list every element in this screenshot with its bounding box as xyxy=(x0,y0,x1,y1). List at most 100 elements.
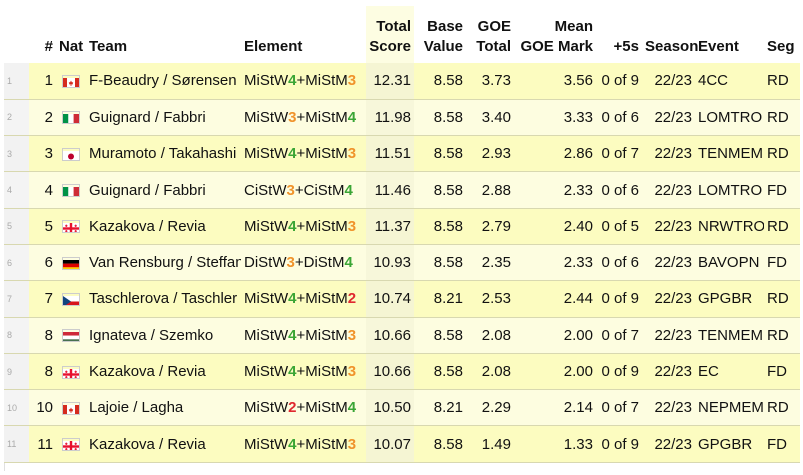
total-header-line2: Score xyxy=(369,38,411,55)
element-plus: + xyxy=(296,108,306,126)
nat-cell xyxy=(56,171,86,209)
row-index: 4 xyxy=(4,171,29,209)
season-cell: 22/23 xyxy=(642,244,695,282)
table-row[interactable]: 6 6 Van Rensburg / Steffan DiStW3+DiStM4 10.… xyxy=(4,244,800,282)
total-score-cell: 10.66 xyxy=(366,353,414,391)
rank-header[interactable]: # xyxy=(44,38,53,55)
base-value-header[interactable]: Base Value xyxy=(414,6,466,63)
event-cell: BAVOPN xyxy=(695,244,764,282)
mean-goe-cell: 2.00 xyxy=(514,317,596,354)
ita-flag-icon xyxy=(62,184,80,198)
table-row[interactable]: 8 8 Ignateva / Szemko MiStW4+MiStM3 10.66 8.5… xyxy=(4,317,800,354)
event-cell: GPGBR xyxy=(695,280,764,318)
total-score-header[interactable]: Total Score xyxy=(366,6,414,63)
element-cell: MiStW4+MiStM3 xyxy=(241,63,366,100)
plus5-cell: 0 of 9 xyxy=(596,353,642,391)
nat-cell xyxy=(56,389,86,427)
table-row[interactable]: 1 1 F-Beaudry / Sørensen MiStW4+MiStM3 12.31… xyxy=(4,63,800,100)
element-cell: DiStW3+DiStM4 xyxy=(241,244,366,282)
table-row[interactable]: 2 2 Guignard / Fabbri MiStW3+MiStM4 11.98 8.5… xyxy=(4,99,800,137)
event-header[interactable]: Event xyxy=(698,38,739,55)
rank-cell: 11 xyxy=(29,425,56,463)
element-level-1: 2 xyxy=(288,399,297,417)
element-level-1: 4 xyxy=(288,363,297,381)
element-header[interactable]: Element xyxy=(244,38,303,55)
goe-total-cell: 2.88 xyxy=(466,171,514,209)
seg-header[interactable]: Seg xyxy=(767,38,795,55)
row-index: 2 xyxy=(4,99,29,137)
nat-cell xyxy=(56,353,86,391)
element-cell: CiStW3+CiStM4 xyxy=(241,171,366,209)
element-part-1: MiStW xyxy=(244,217,289,235)
element-part-1: MiStW xyxy=(244,108,289,126)
mean-goe-cell: 2.44 xyxy=(514,280,596,318)
row-index: 8 xyxy=(4,317,29,354)
element-level-2: 4 xyxy=(344,254,353,272)
element-cell: MiStW4+MiStM3 xyxy=(241,208,366,245)
row-index: 1 xyxy=(4,63,29,100)
team-cell: Taschlerova / Taschler xyxy=(86,280,241,318)
plus5-header[interactable]: +5s xyxy=(613,38,639,55)
element-part-2: MiStM xyxy=(305,435,348,453)
mean-header-line2: GOE Mark xyxy=(520,38,593,55)
element-level-2: 4 xyxy=(344,181,353,199)
element-part-2: CiStM xyxy=(303,181,345,199)
nat-cell xyxy=(56,99,86,137)
row-index: 5 xyxy=(4,208,29,245)
element-part-2: MiStM xyxy=(305,399,348,417)
event-cell: LOMTRO xyxy=(695,171,764,209)
seg-cell: RD xyxy=(764,389,800,427)
element-level-1: 4 xyxy=(288,72,297,90)
element-level-2: 3 xyxy=(347,145,357,163)
table-row[interactable]: 7 7 Taschlerova / Taschler MiStW4+MiStM2 10.… xyxy=(4,280,800,318)
goe-total-header[interactable]: GOE Total xyxy=(466,6,514,63)
season-cell: 22/23 xyxy=(642,171,695,209)
table-row[interactable]: 4 4 Guignard / Fabbri CiStW3+CiStM4 11.46 8.5… xyxy=(4,171,800,209)
nat-cell xyxy=(56,317,86,354)
geo-flag-icon xyxy=(62,365,80,379)
element-level-1: 4 xyxy=(288,217,297,235)
results-table: # Nat Team Element Total Score Base Value … xyxy=(4,6,800,463)
jpn-flag-icon xyxy=(62,147,80,161)
mean-goe-cell: 2.00 xyxy=(514,353,596,391)
element-part-2: MiStM xyxy=(305,363,348,381)
total-score-cell: 10.66 xyxy=(366,317,414,354)
element-plus: + xyxy=(296,326,306,344)
table-row[interactable]: 10 10 Lajoie / Lagha MiStW2+MiStM4 10.50 8.21… xyxy=(4,389,800,427)
base-value-cell: 8.21 xyxy=(414,389,466,427)
element-plus: + xyxy=(296,217,306,235)
table-row[interactable]: 3 3 Muramoto / Takahashi MiStW4+MiStM3 11.51… xyxy=(4,135,800,173)
nat-cell xyxy=(56,208,86,245)
team-cell: Guignard / Fabbri xyxy=(86,171,241,209)
table-row[interactable]: 5 5 Kazakova / Revia MiStW4+MiStM3 11.37 8.58… xyxy=(4,208,800,245)
element-cell: MiStW4+MiStM3 xyxy=(241,425,366,463)
mean-header-line1: Mean xyxy=(554,18,593,35)
element-cell: MiStW4+MiStM3 xyxy=(241,135,366,173)
rank-cell: 4 xyxy=(29,171,56,209)
season-cell: 22/23 xyxy=(642,99,695,137)
goe-total-cell: 2.53 xyxy=(466,280,514,318)
element-level-1: 4 xyxy=(288,145,297,163)
base-header-line1: Base xyxy=(427,18,463,35)
table-row[interactable]: 11 11 Kazakova / Revia MiStW4+MiStM3 10.07 8.… xyxy=(4,425,800,463)
team-header[interactable]: Team xyxy=(89,38,128,55)
nat-header[interactable]: Nat xyxy=(59,38,84,55)
season-header[interactable]: Season xyxy=(645,38,699,55)
goe-total-cell: 2.93 xyxy=(466,135,514,173)
seg-cell: RD xyxy=(764,280,800,318)
element-plus: + xyxy=(296,399,306,417)
row-index: 9 xyxy=(4,353,29,391)
rank-cell: 8 xyxy=(29,353,56,391)
table-row[interactable]: 9 8 Kazakova / Revia MiStW4+MiStM3 10.66 8.58… xyxy=(4,353,800,391)
element-level-2: 2 xyxy=(347,290,357,308)
total-score-cell: 11.51 xyxy=(366,135,414,173)
base-value-cell: 8.58 xyxy=(414,317,466,354)
mean-goe-cell: 1.33 xyxy=(514,425,596,463)
element-level-2: 3 xyxy=(347,217,357,235)
base-value-cell: 8.58 xyxy=(414,208,466,245)
mean-goe-header[interactable]: Mean GOE Mark xyxy=(514,6,596,63)
table-header-row: # Nat Team Element Total Score Base Value … xyxy=(4,6,800,63)
element-level-1: 3 xyxy=(286,181,295,199)
mean-goe-cell: 2.33 xyxy=(514,171,596,209)
